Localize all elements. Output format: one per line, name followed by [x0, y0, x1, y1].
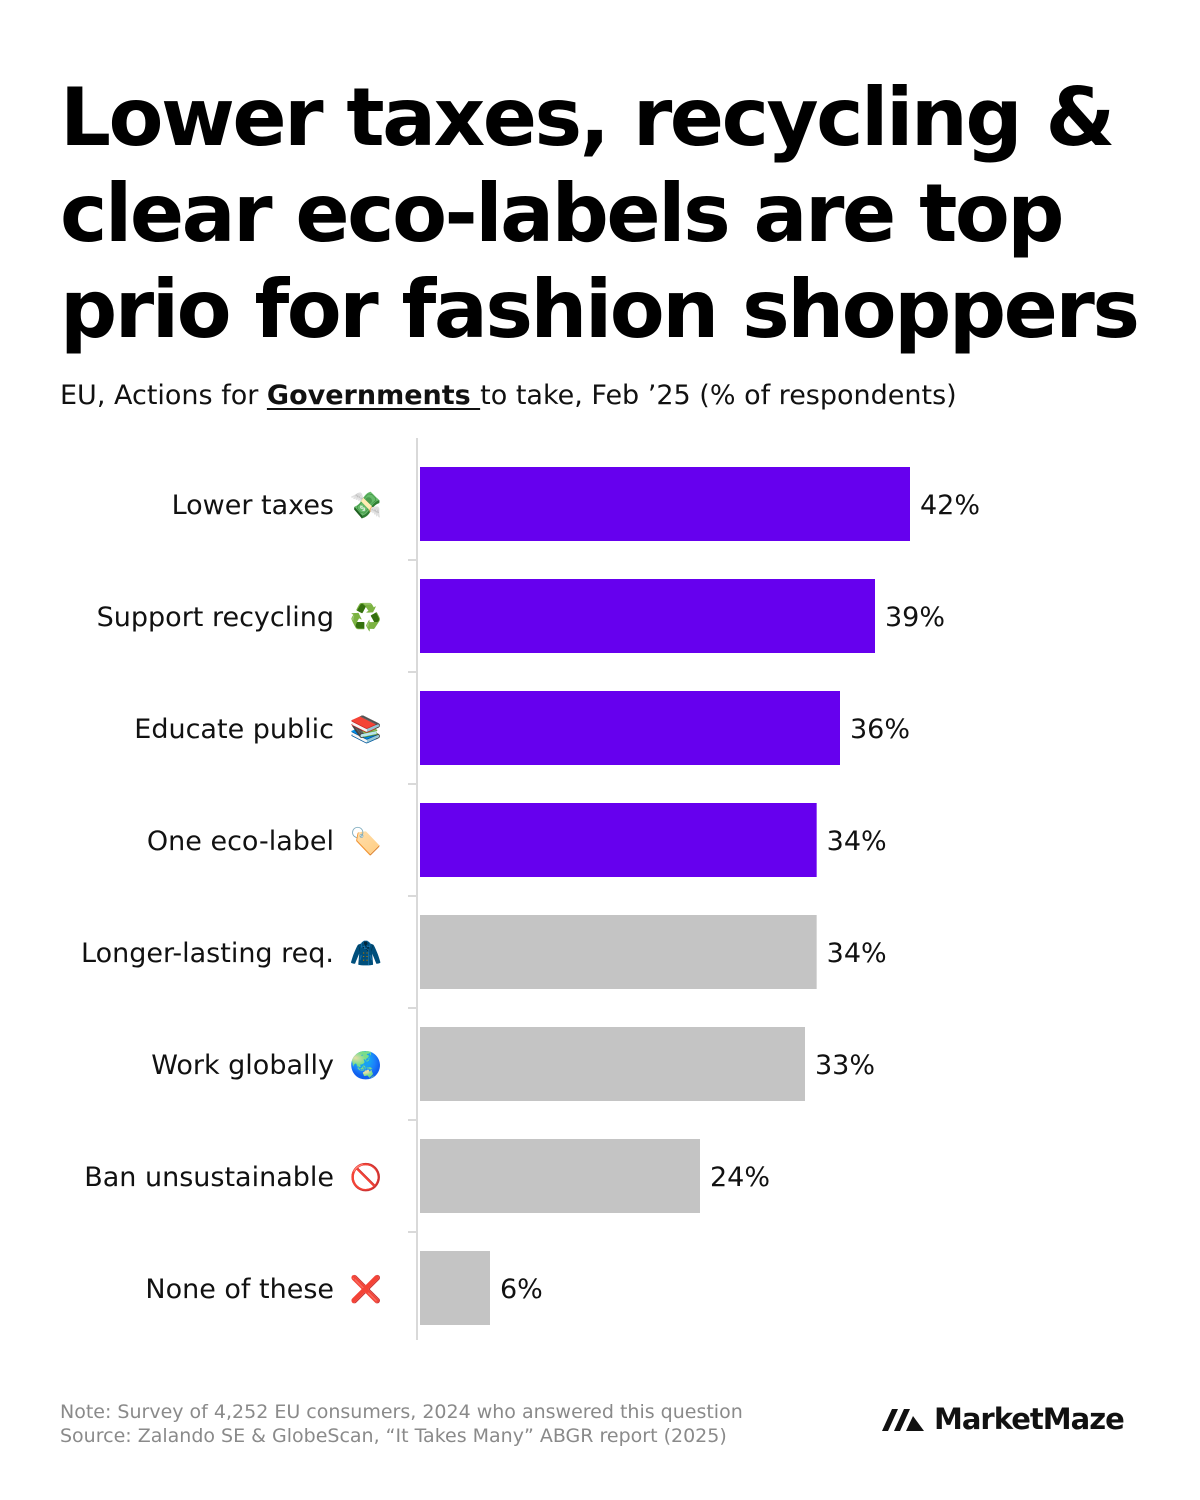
bar-chart: Lower taxes 💸 42% Support recycling ♻️ 39% Edu… — [81, 438, 980, 1340]
bar — [420, 691, 840, 765]
cross-mark-icon: ❌ — [350, 1274, 382, 1305]
value-label: 39% — [885, 602, 945, 633]
category-label: Longer-lasting req. — [81, 938, 334, 969]
brand-logo: MarketMaze — [880, 1402, 1125, 1436]
coat-icon: 🧥 — [350, 939, 382, 969]
bar — [420, 579, 875, 653]
subtitle-suffix: to take, Feb ’25 (% of respondents) — [480, 380, 957, 411]
value-label: 36% — [850, 714, 910, 745]
footer-source: Source: Zalando SE & GlobeScan, “It Take… — [60, 1425, 727, 1447]
value-label: 33% — [815, 1050, 875, 1081]
footer-note: Note: Survey of 4,252 EU consumers, 2024… — [60, 1401, 743, 1423]
subtitle-prefix: EU, Actions for — [60, 380, 267, 411]
bar — [420, 803, 817, 877]
bar — [420, 1027, 805, 1101]
brand-name: MarketMaze — [934, 1402, 1125, 1436]
globe-icon: 🌏 — [350, 1050, 382, 1081]
bar — [420, 467, 910, 541]
category-label: Lower taxes — [172, 490, 334, 521]
label-tag-icon: 🏷️ — [350, 826, 382, 857]
category-label: Educate public — [134, 714, 334, 745]
value-label: 34% — [827, 826, 887, 857]
bar — [420, 1251, 490, 1325]
bar — [420, 915, 817, 989]
subtitle: EU, Actions for Governments to take, Feb… — [60, 376, 957, 416]
value-label: 42% — [920, 490, 980, 521]
money-with-wings-icon: 💸 — [350, 491, 382, 521]
value-label: 6% — [500, 1274, 543, 1305]
category-label: Support recycling — [97, 602, 334, 633]
books-icon: 📚 — [350, 715, 382, 745]
value-label: 34% — [827, 938, 887, 969]
category-label: One eco-label — [147, 826, 334, 857]
brand-mark-icon — [882, 1409, 924, 1431]
title-line-3: prio for fashion shoppers — [60, 263, 1140, 356]
value-label: 24% — [710, 1162, 770, 1193]
category-label: Ban unsustainable — [84, 1162, 334, 1193]
recycling-icon: ♻️ — [350, 602, 382, 633]
title-line-2: clear eco-labels are top — [60, 167, 1065, 260]
bar — [420, 1139, 700, 1213]
prohibited-icon: 🚫 — [350, 1162, 382, 1193]
subtitle-highlight: Governments — [266, 380, 481, 411]
category-label: Work globally — [151, 1050, 334, 1081]
category-label: None of these — [145, 1274, 334, 1305]
title-line-1: Lower taxes, recycling & — [60, 71, 1115, 164]
